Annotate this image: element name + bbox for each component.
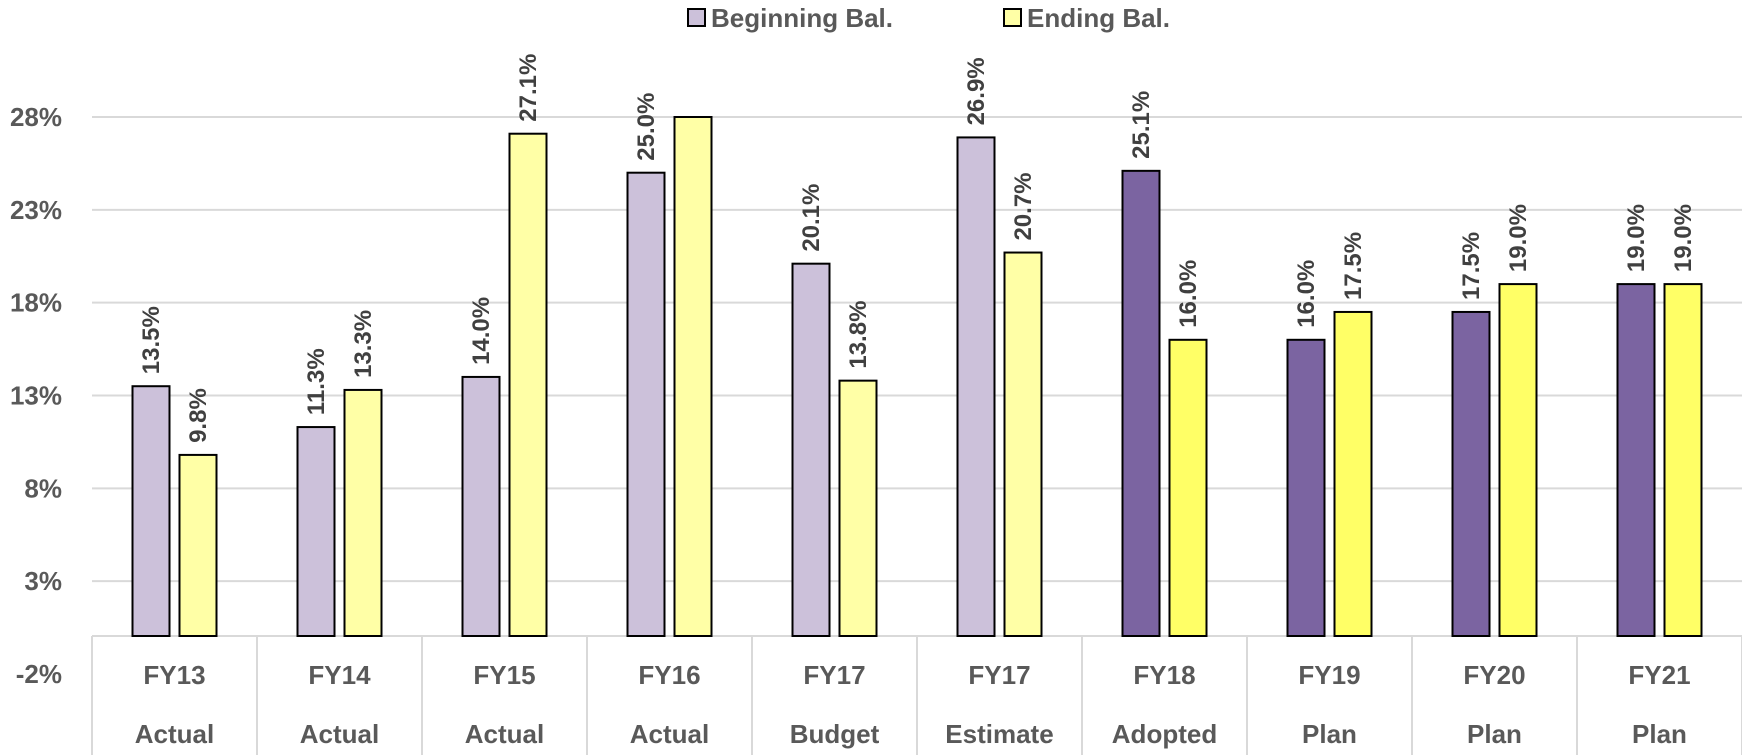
category-label-year: FY16 — [638, 660, 700, 690]
data-label: 17.5% — [1340, 232, 1367, 300]
bar-beginning-balance — [956, 136, 996, 637]
bar-beginning-balance — [131, 385, 171, 638]
y-tick-label: 13% — [10, 381, 62, 411]
bar-ending-balance — [343, 388, 383, 637]
data-label: 16.0% — [1293, 260, 1320, 328]
bar-ending-balance — [838, 379, 878, 637]
bar-ending-balance — [673, 116, 713, 637]
legend-label-beginning: Beginning Bal. — [711, 3, 893, 33]
category-label-year: FY19 — [1298, 660, 1360, 690]
legend: Beginning Bal. Ending Bal. — [687, 3, 1170, 33]
category-label-year: FY15 — [473, 660, 535, 690]
category-label-year: FY17 — [803, 660, 865, 690]
bar-ending-balance — [1003, 251, 1043, 638]
category-label-year: FY13 — [143, 660, 205, 690]
data-label: 13.3% — [350, 310, 377, 378]
category-label-type: Actual — [300, 719, 379, 749]
y-tick-label: 3% — [24, 566, 62, 596]
data-label: 13.8% — [845, 301, 872, 369]
bar-beginning-balance — [626, 171, 666, 637]
category-label-type: Plan — [1467, 719, 1522, 749]
category-label-year: FY17 — [968, 660, 1030, 690]
legend-swatch-beginning — [687, 8, 706, 27]
category-label-type: Budget — [790, 719, 880, 749]
data-label: 27.1% — [515, 54, 542, 122]
data-label: 9.8% — [185, 388, 212, 443]
bar-beginning-balance — [1616, 283, 1656, 637]
category-label-year: FY20 — [1463, 660, 1525, 690]
data-label: 25.0% — [633, 93, 660, 161]
bar-ending-balance — [1498, 283, 1538, 637]
y-axis: 28% 23% 18% 13% 8% 3% -2% — [10, 102, 62, 689]
bars — [131, 116, 1703, 638]
bar-ending-balance — [1168, 338, 1208, 637]
category-label-year: FY21 — [1628, 660, 1690, 690]
bar-beginning-balance — [1121, 169, 1161, 638]
legend-swatch-ending — [1003, 8, 1022, 27]
category-label-type: Actual — [135, 719, 214, 749]
y-tick-label: 23% — [10, 195, 62, 225]
data-labels: 13.5% 11.3% 14.0% 25.0% 20.1% 26.9% 25.1% 16.0%… — [138, 54, 1697, 443]
data-label: 20.1% — [798, 184, 825, 252]
data-label: 14.0% — [468, 297, 495, 365]
data-label: 25.1% — [1128, 91, 1155, 159]
data-label: 16.0% — [1175, 260, 1202, 328]
legend-label-ending: Ending Bal. — [1027, 3, 1170, 33]
bar-beginning-balance — [296, 426, 336, 637]
category-label-type: Adopted — [1112, 719, 1217, 749]
bar-ending-balance — [1333, 310, 1373, 637]
y-tick-label: 8% — [24, 473, 62, 503]
data-label: 17.5% — [1458, 232, 1485, 300]
data-label: 19.0% — [1505, 204, 1532, 272]
y-tick-label: 28% — [10, 102, 62, 132]
category-axis: FY13 Actual FY14 Actual FY15 Actual FY16 Actual… — [91, 635, 1742, 755]
bar-beginning-balance — [1451, 310, 1491, 637]
data-label: 26.9% — [963, 57, 990, 125]
y-tick-label: -2% — [16, 659, 62, 689]
bar-ending-balance — [508, 132, 548, 638]
data-label: 19.0% — [1670, 204, 1697, 272]
category-label-year: FY18 — [1133, 660, 1195, 690]
category-label-type: Actual — [465, 719, 544, 749]
bar-beginning-balance — [461, 375, 501, 637]
category-label-year: FY14 — [308, 660, 371, 690]
data-label: 13.5% — [138, 306, 165, 374]
category-label-type: Actual — [630, 719, 709, 749]
bar-ending-balance — [178, 453, 218, 637]
bar-beginning-balance — [1286, 338, 1326, 637]
category-label-type: Plan — [1632, 719, 1687, 749]
gridlines — [92, 116, 1742, 583]
y-tick-label: 18% — [10, 288, 62, 318]
bar-beginning-balance — [791, 262, 831, 637]
data-label: 11.3% — [303, 348, 330, 415]
data-label: 19.0% — [1623, 204, 1650, 272]
data-label: 20.7% — [1010, 172, 1037, 240]
category-label-type: Estimate — [945, 719, 1053, 749]
bar-ending-balance — [1663, 283, 1703, 637]
category-label-type: Plan — [1302, 719, 1357, 749]
